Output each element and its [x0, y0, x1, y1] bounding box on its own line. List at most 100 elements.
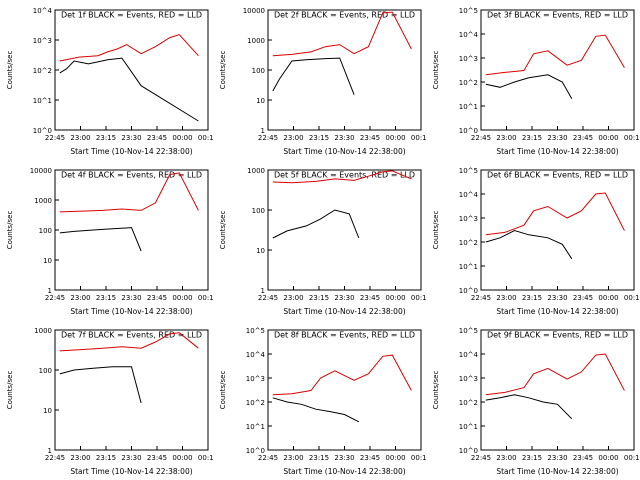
chart-panel-5: Det 5f BLACK = Events, RED = LLD Counts/s… — [219, 167, 426, 316]
x-tick-label: 00:15 — [198, 134, 213, 142]
y-axis-label: Counts/sec — [219, 51, 227, 90]
chart-title: Det 1f BLACK = Events, RED = LLD — [61, 11, 202, 20]
x-tick-label: 23:00 — [496, 134, 516, 142]
x-axis-label: Start Time (10-Nov-14 22:38:00) — [70, 147, 192, 156]
y-axis-label: Counts/sec — [6, 51, 14, 90]
y-tick-label: 10^1 — [33, 97, 52, 105]
x-axis-label: Start Time (10-Nov-14 22:38:00) — [70, 467, 192, 476]
x-axis-label: Start Time (10-Nov-14 22:38:00) — [283, 307, 405, 316]
x-tick-label: 23:45 — [147, 294, 167, 302]
x-tick-label: 23:30 — [334, 454, 354, 462]
x-tick-label: 00:00 — [385, 134, 405, 142]
series-lld-line — [59, 332, 199, 352]
y-tick-label: 10^0 — [246, 447, 265, 455]
x-axis-label: Start Time (10-Nov-14 22:38:00) — [496, 307, 618, 316]
x-tick-label: 23:15 — [309, 294, 329, 302]
y-axis-label: Counts/sec — [6, 371, 14, 410]
x-tick-label: 23:15 — [522, 134, 542, 142]
chart-panel-6: Det 6f BLACK = Events, RED = LLD Counts/s… — [432, 167, 639, 316]
x-tick-label: 00:15 — [624, 294, 639, 302]
y-tick-label: 1000 — [34, 327, 52, 335]
y-tick-label: 10^1 — [246, 423, 265, 431]
x-tick-label: 00:00 — [385, 294, 405, 302]
y-axis-label: Counts/sec — [432, 51, 440, 90]
x-tick-label: 23:45 — [360, 134, 380, 142]
plot-frame — [54, 9, 209, 131]
x-tick-label: 23:30 — [121, 134, 141, 142]
y-tick-label: 100 — [39, 227, 52, 235]
y-tick-label: 10^5 — [459, 327, 478, 335]
chart-panel-7: Det 7f BLACK = Events, RED = LLD Counts/s… — [6, 327, 213, 476]
x-tick-label: 00:00 — [172, 454, 192, 462]
y-tick-label: 10^0 — [459, 447, 478, 455]
x-tick-label: 23:45 — [147, 134, 167, 142]
y-tick-label: 10^1 — [459, 423, 478, 431]
y-tick-label: 10000 — [243, 7, 265, 15]
x-tick-label: 00:15 — [624, 454, 639, 462]
series-lld-line — [485, 192, 625, 236]
y-tick-label: 10^2 — [33, 67, 52, 75]
x-tick-label: 23:30 — [547, 454, 567, 462]
y-tick-label: 10^3 — [459, 375, 478, 383]
y-tick-label: 10^4 — [33, 7, 53, 15]
y-tick-label: 10^0 — [459, 127, 478, 135]
x-tick-label: 23:45 — [573, 134, 593, 142]
x-tick-label: 00:15 — [411, 454, 426, 462]
x-tick-label: 00:00 — [385, 454, 405, 462]
y-tick-label: 10^3 — [246, 375, 265, 383]
y-tick-label: 10^1 — [459, 263, 478, 271]
y-tick-label: 10^0 — [459, 287, 478, 295]
chart-panel-3: Det 3f BLACK = Events, RED = LLD Counts/s… — [432, 7, 639, 156]
x-tick-label: 23:30 — [121, 454, 141, 462]
x-tick-label: 00:00 — [598, 134, 618, 142]
series-events-line — [59, 366, 142, 404]
x-tick-label: 00:15 — [411, 294, 426, 302]
x-tick-label: 22:45 — [258, 454, 278, 462]
y-tick-label: 10 — [43, 407, 52, 415]
x-axis-label: Start Time (10-Nov-14 22:38:00) — [70, 307, 192, 316]
x-tick-label: 00:00 — [598, 294, 618, 302]
x-tick-label: 23:00 — [70, 454, 90, 462]
y-tick-label: 10^3 — [33, 37, 52, 45]
x-tick-label: 23:30 — [334, 134, 354, 142]
x-tick-label: 00:00 — [172, 134, 192, 142]
chart-title: Det 3f BLACK = Events, RED = LLD — [487, 11, 628, 20]
y-tick-label: 1 — [261, 127, 265, 135]
x-axis-label: Start Time (10-Nov-14 22:38:00) — [283, 147, 405, 156]
y-tick-label: 10^4 — [459, 351, 479, 359]
series-events-line — [485, 74, 573, 100]
y-tick-label: 1 — [48, 287, 52, 295]
x-tick-label: 23:15 — [522, 294, 542, 302]
y-tick-label: 10^3 — [459, 55, 478, 63]
x-tick-label: 23:00 — [283, 454, 303, 462]
chart-title: Det 5f BLACK = Events, RED = LLD — [274, 171, 415, 180]
x-tick-label: 00:15 — [198, 454, 213, 462]
y-tick-label: 100 — [252, 67, 265, 75]
x-tick-label: 23:15 — [96, 134, 116, 142]
x-tick-label: 23:15 — [96, 294, 116, 302]
x-tick-label: 22:45 — [471, 454, 491, 462]
y-tick-label: 1000 — [247, 167, 265, 175]
y-tick-label: 10 — [256, 247, 265, 255]
y-tick-label: 1000 — [247, 37, 265, 45]
x-tick-label: 22:45 — [471, 294, 491, 302]
series-lld-line — [272, 11, 412, 57]
y-tick-label: 10^2 — [459, 399, 478, 407]
x-tick-label: 23:30 — [547, 294, 567, 302]
x-tick-label: 23:00 — [283, 294, 303, 302]
chart-panel-2: Det 2f BLACK = Events, RED = LLD Counts/s… — [219, 7, 426, 156]
x-tick-label: 23:45 — [147, 454, 167, 462]
chart-title: Det 2f BLACK = Events, RED = LLD — [274, 11, 415, 20]
plot-frame — [480, 169, 635, 291]
y-tick-label: 100 — [252, 207, 265, 215]
x-tick-label: 23:45 — [360, 454, 380, 462]
x-tick-label: 23:15 — [309, 454, 329, 462]
plot-frame — [267, 329, 422, 451]
x-tick-label: 22:45 — [45, 454, 65, 462]
series-events-line — [485, 229, 573, 260]
plot-frame — [480, 329, 635, 451]
chart-title: Det 4f BLACK = Events, RED = LLD — [61, 171, 202, 180]
y-tick-label: 1 — [261, 287, 265, 295]
series-lld-line — [485, 34, 625, 76]
x-tick-label: 23:15 — [309, 134, 329, 142]
